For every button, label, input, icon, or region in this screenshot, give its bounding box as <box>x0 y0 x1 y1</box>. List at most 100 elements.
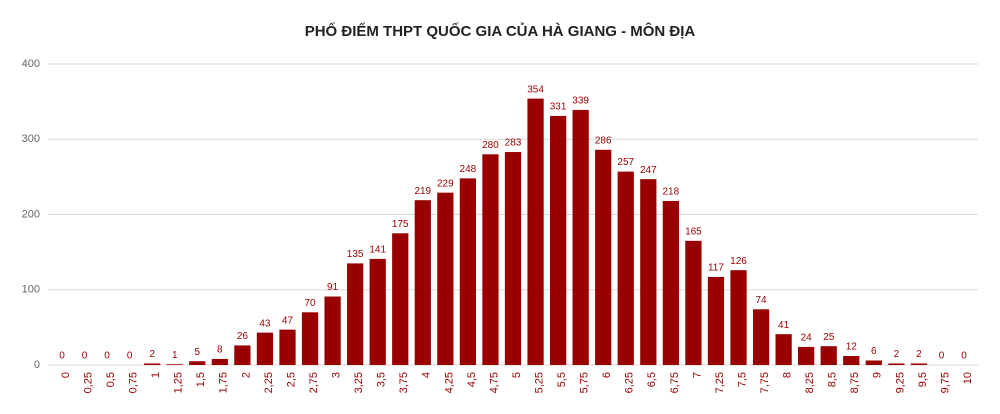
bar <box>640 179 657 365</box>
x-tick-label: 2 <box>240 372 252 378</box>
bar <box>910 363 928 365</box>
value-label: 354 <box>527 84 544 95</box>
value-label: 1 <box>172 350 178 361</box>
value-label: 0 <box>939 351 945 362</box>
x-tick-label: 5,5 <box>556 372 568 387</box>
value-label: 339 <box>572 96 589 107</box>
bar <box>617 171 634 365</box>
x-tick-label: 8,25 <box>804 372 816 393</box>
value-label: 25 <box>823 332 835 343</box>
value-label: 5 <box>195 347 201 358</box>
value-label: 47 <box>282 315 294 326</box>
x-tick-label: 0,5 <box>105 372 117 387</box>
value-label: 175 <box>392 219 409 230</box>
x-tick-label: 10 <box>962 372 974 384</box>
value-label: 229 <box>437 178 454 189</box>
chart-title: PHỔ ĐIỂM THPT QUỐC GIA CỦA HÀ GIANG - MÔ… <box>305 22 696 40</box>
value-label: 218 <box>663 187 680 198</box>
x-tick-label: 4 <box>421 372 433 378</box>
x-tick-label: 4,5 <box>466 372 478 387</box>
bar <box>595 149 612 365</box>
x-tick-label: 3,5 <box>376 372 388 387</box>
value-label: 0 <box>127 351 133 362</box>
bar <box>437 192 454 365</box>
y-tick-label: 300 <box>22 133 40 145</box>
bar <box>685 240 702 365</box>
bar <box>414 200 431 365</box>
x-tick-label: 7,25 <box>714 372 726 393</box>
bar <box>279 329 296 365</box>
y-tick-label: 200 <box>22 208 40 220</box>
value-label: 257 <box>617 157 634 168</box>
x-tick-label: 8 <box>782 372 794 378</box>
x-tick-label: 4,75 <box>488 372 500 393</box>
bar <box>347 263 364 365</box>
value-label: 141 <box>369 245 386 256</box>
x-tick-label: 6,5 <box>646 372 658 387</box>
x-tick-label: 5,75 <box>579 372 591 393</box>
value-label: 2 <box>149 349 155 360</box>
value-label: 283 <box>505 138 522 149</box>
x-tick-label: 3 <box>330 372 342 378</box>
x-tick-label: 8,5 <box>827 372 839 387</box>
bar <box>775 334 792 365</box>
bar <box>662 200 679 365</box>
value-label: 8 <box>217 345 223 356</box>
value-label: 43 <box>259 318 271 329</box>
bar <box>189 361 206 365</box>
y-tick-label: 400 <box>22 58 40 70</box>
x-tick-label: 2,75 <box>308 372 320 393</box>
x-tick-label: 3,75 <box>398 372 410 393</box>
x-tick-label: 8,75 <box>849 372 861 393</box>
x-tick-label: 0,25 <box>82 372 94 393</box>
x-tick-label: 2,25 <box>263 372 275 393</box>
x-tick-label: 9 <box>872 372 884 378</box>
x-tick-label: 9,5 <box>917 372 929 387</box>
bar <box>234 345 251 365</box>
bar <box>211 358 228 365</box>
x-tick-label: 4,25 <box>443 372 455 393</box>
x-tick-label: 7 <box>691 372 703 378</box>
bar <box>166 364 183 365</box>
x-tick-label: 1 <box>150 372 162 378</box>
value-label: 280 <box>482 140 499 151</box>
bar <box>730 270 747 365</box>
value-label: 70 <box>304 298 316 309</box>
y-tick-label: 0 <box>34 359 40 371</box>
value-label: 26 <box>237 331 249 342</box>
bar <box>572 109 589 365</box>
bar <box>144 363 161 365</box>
bar <box>752 309 770 365</box>
x-tick-label: 5,25 <box>533 372 545 393</box>
value-label: 0 <box>961 351 967 362</box>
x-tick-label: 7,75 <box>759 372 771 393</box>
x-tick-label: 1,5 <box>195 372 207 387</box>
x-tick-label: 1,25 <box>173 372 185 393</box>
x-tick-label: 6,25 <box>624 372 636 393</box>
bar <box>459 178 477 365</box>
bar <box>843 355 860 365</box>
value-label: 0 <box>104 351 110 362</box>
x-tick-label: 0 <box>60 372 72 378</box>
value-label: 74 <box>756 295 768 306</box>
value-label: 219 <box>414 186 431 197</box>
value-label: 0 <box>82 351 88 362</box>
value-label: 2 <box>916 349 922 360</box>
value-label: 286 <box>595 135 612 146</box>
bar <box>301 312 319 365</box>
bar <box>820 346 837 365</box>
x-tick-label: 5 <box>511 372 523 378</box>
x-tick-label: 6 <box>601 372 613 378</box>
value-label: 6 <box>871 346 877 357</box>
value-label: 12 <box>846 342 858 353</box>
bar <box>707 276 725 365</box>
x-tick-label: 6,75 <box>669 372 681 393</box>
bar <box>798 346 815 365</box>
value-label: 24 <box>801 333 813 344</box>
value-label: 126 <box>730 256 747 267</box>
value-label: 0 <box>59 351 65 362</box>
value-label: 248 <box>460 164 477 175</box>
x-tick-label: 2,5 <box>285 372 297 387</box>
value-label: 135 <box>347 249 364 260</box>
